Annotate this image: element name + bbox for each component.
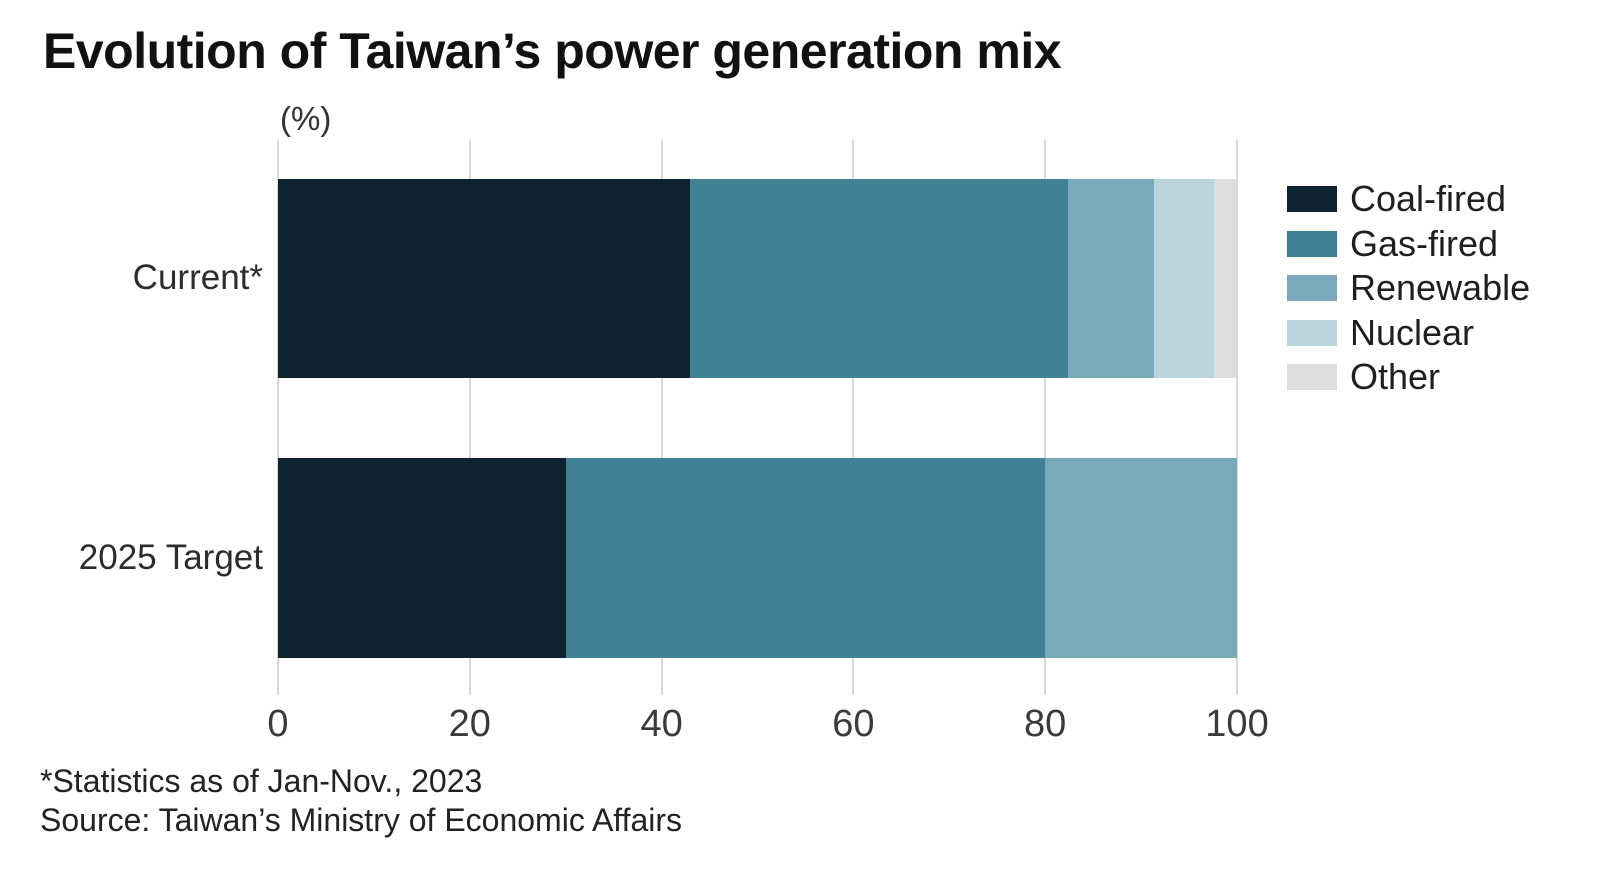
legend-label: Other <box>1350 356 1441 397</box>
percent-unit-label: (%) <box>280 100 332 137</box>
legend-swatch <box>1287 231 1337 257</box>
source-note: Source: Taiwan’s Ministry of Economic Af… <box>40 802 683 838</box>
legend-swatch <box>1287 320 1337 346</box>
segment-renewable <box>1045 458 1237 658</box>
legend-swatch <box>1287 186 1337 212</box>
category-label-current: Current* <box>132 258 263 297</box>
segment-gas-fired <box>565 458 1046 658</box>
gridline <box>1236 140 1238 695</box>
bar-current <box>278 179 1237 378</box>
footnote: *Statistics as of Jan-Nov., 2023 <box>40 763 483 799</box>
legend-label: Nuclear <box>1350 312 1475 353</box>
category-label-2025-target: 2025 Target <box>78 538 263 577</box>
legend-item-nuclear: Nuclear <box>1287 312 1474 353</box>
segment-renewable <box>1068 179 1154 378</box>
x-tick-label: 0 <box>267 703 289 745</box>
segment-coal-fired <box>278 458 566 658</box>
x-tick-label: 40 <box>640 703 683 745</box>
x-tick-label: 80 <box>1024 703 1067 745</box>
gridline <box>1044 140 1047 695</box>
x-tick-label: 60 <box>832 703 875 745</box>
gridline <box>468 140 471 695</box>
segment-other <box>1213 179 1237 378</box>
legend-swatch <box>1287 275 1337 301</box>
legend-item-gas-fired: Gas-fired <box>1287 223 1498 264</box>
legend-label: Renewable <box>1350 267 1531 308</box>
x-tick-label: 100 <box>1205 703 1269 745</box>
bar-2025-target <box>278 458 1237 658</box>
segment-nuclear <box>1153 179 1214 378</box>
legend-swatch <box>1287 364 1337 390</box>
chart-title: Evolution of Taiwan’s power generation m… <box>43 23 1062 79</box>
plot-area <box>277 140 1238 695</box>
legend-item-coal-fired: Coal-fired <box>1287 178 1506 219</box>
gridline <box>277 140 279 695</box>
gridline <box>852 140 855 695</box>
legend-item-other: Other <box>1287 356 1440 397</box>
legend-item-renewable: Renewable <box>1287 267 1530 308</box>
legend-label: Gas-fired <box>1350 223 1499 264</box>
legend-label: Coal-fired <box>1350 178 1507 219</box>
x-tick-label: 20 <box>448 703 491 745</box>
segment-coal-fired <box>278 179 691 378</box>
gridline <box>660 140 663 695</box>
segment-gas-fired <box>690 179 1069 378</box>
